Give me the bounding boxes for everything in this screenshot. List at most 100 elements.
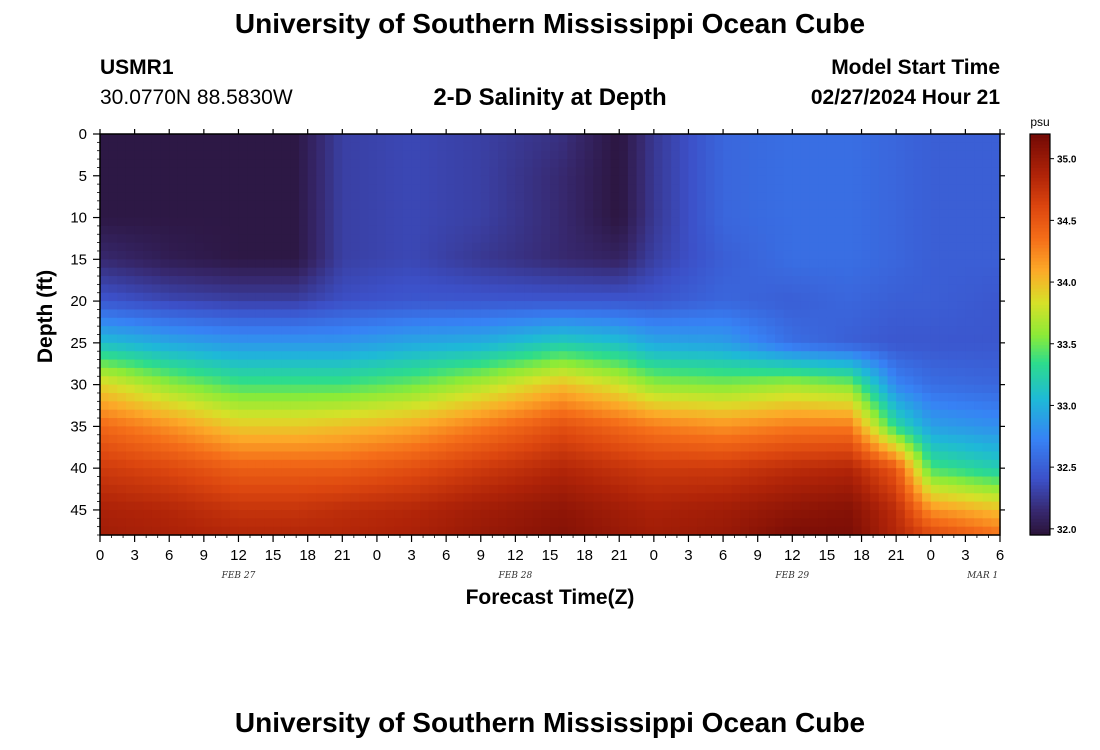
heatmap-cell xyxy=(376,184,387,194)
heatmap-cell xyxy=(195,367,205,377)
heatmap-cell xyxy=(956,326,966,336)
heatmap-cell xyxy=(550,175,560,185)
heatmap-cell xyxy=(965,443,975,453)
heatmap-cell xyxy=(264,459,274,469)
heatmap-cell xyxy=(575,367,586,377)
heatmap-cell xyxy=(472,301,482,311)
heatmap-cell xyxy=(653,342,664,352)
heatmap-cell xyxy=(489,459,499,469)
heatmap-cell xyxy=(134,234,144,244)
heatmap-cell xyxy=(844,351,854,361)
heatmap-cell xyxy=(783,284,793,294)
heatmap-cell xyxy=(913,468,923,478)
heatmap-cell xyxy=(567,484,577,494)
heatmap-cell xyxy=(524,301,534,311)
heatmap-cell xyxy=(723,392,733,402)
heatmap-cell xyxy=(714,175,724,185)
heatmap-cell xyxy=(177,250,188,260)
heatmap-cell xyxy=(195,518,205,528)
heatmap-cell xyxy=(948,443,958,453)
heatmap-cell xyxy=(636,392,646,402)
heatmap-cell xyxy=(299,309,309,319)
heatmap-cell xyxy=(567,159,577,169)
heatmap-cell xyxy=(402,526,413,536)
heatmap-cell xyxy=(852,384,863,394)
heatmap-cell xyxy=(749,159,759,169)
heatmap-cell xyxy=(593,476,603,486)
heatmap-cell xyxy=(385,309,395,319)
heatmap-cell xyxy=(385,468,395,478)
heatmap-cell xyxy=(125,250,136,260)
heatmap-cell xyxy=(766,484,776,494)
heatmap-cell xyxy=(394,501,404,511)
heatmap-cell xyxy=(818,150,828,160)
heatmap-cell xyxy=(956,175,966,185)
heatmap-cell xyxy=(177,334,188,344)
heatmap-cell xyxy=(143,284,153,294)
heatmap-cell xyxy=(697,392,707,402)
heatmap-cell xyxy=(662,526,672,536)
heatmap-cell xyxy=(610,493,620,503)
heatmap-cell xyxy=(247,351,257,361)
heatmap-cell xyxy=(948,134,958,143)
heatmap-cell xyxy=(705,250,716,260)
heatmap-cell xyxy=(835,292,845,302)
heatmap-cell xyxy=(965,292,975,302)
heatmap-cell xyxy=(601,159,612,169)
heatmap-cell xyxy=(177,234,188,244)
heatmap-cell xyxy=(134,484,144,494)
heatmap-cell xyxy=(627,259,638,269)
heatmap-cell xyxy=(446,242,456,252)
heatmap-cell xyxy=(541,418,551,427)
heatmap-cell xyxy=(368,284,378,294)
heatmap-cell xyxy=(904,526,915,536)
heatmap-cell xyxy=(446,459,456,469)
heatmap-cell xyxy=(800,401,811,411)
heatmap-cell xyxy=(852,167,863,177)
heatmap-cell xyxy=(956,468,966,478)
heatmap-cell xyxy=(463,392,473,402)
heatmap-cell xyxy=(186,426,196,436)
heatmap-cell xyxy=(766,459,776,469)
heatmap-cell xyxy=(316,134,326,143)
heatmap-cell xyxy=(160,418,170,427)
heatmap-cell xyxy=(307,426,317,436)
heatmap-cell xyxy=(515,250,525,260)
heatmap-cell xyxy=(169,509,179,519)
heatmap-cell xyxy=(818,451,828,461)
heatmap-cell xyxy=(307,175,317,185)
heatmap-cell xyxy=(316,342,326,352)
heatmap-cell xyxy=(619,384,629,394)
heatmap-cell xyxy=(316,351,326,361)
heatmap-cell xyxy=(411,526,421,536)
heatmap-cell xyxy=(186,459,196,469)
heatmap-cell xyxy=(697,443,707,453)
heatmap-cell xyxy=(203,225,214,235)
heatmap-cell xyxy=(844,409,854,419)
heatmap-cell xyxy=(333,259,343,269)
heatmap-cell xyxy=(792,242,802,252)
heatmap-cell xyxy=(619,276,629,285)
heatmap-cell xyxy=(411,309,421,319)
heatmap-cell xyxy=(151,292,162,302)
heatmap-cell xyxy=(472,526,482,536)
heatmap-cell xyxy=(783,493,793,503)
heatmap-cell xyxy=(255,392,266,402)
heatmap-cell xyxy=(100,225,110,235)
heatmap-cell xyxy=(627,501,638,511)
heatmap-cell xyxy=(826,434,837,444)
heatmap-cell xyxy=(679,409,690,419)
heatmap-cell xyxy=(169,301,179,311)
heatmap-cell xyxy=(723,142,733,152)
heatmap-cell xyxy=(714,217,724,227)
heatmap-cell xyxy=(826,459,837,469)
heatmap-cell xyxy=(740,234,750,244)
heatmap-cell xyxy=(697,142,707,152)
heatmap-cell xyxy=(498,326,508,336)
heatmap-cell xyxy=(472,484,482,494)
heatmap-cell xyxy=(757,518,767,528)
heatmap-cell xyxy=(731,501,741,511)
heatmap-cell xyxy=(792,192,802,202)
heatmap-cell xyxy=(506,392,516,402)
heatmap-cell xyxy=(281,426,291,436)
